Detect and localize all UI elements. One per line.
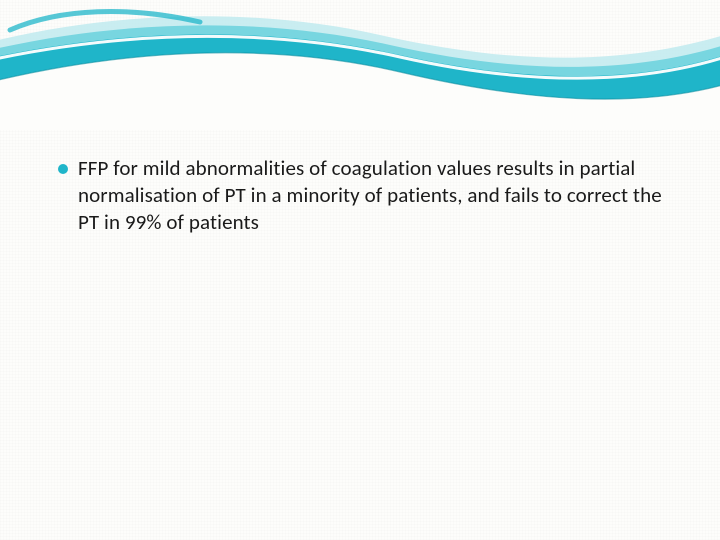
wave-accent-curl xyxy=(10,12,200,30)
bullet-dot-icon xyxy=(58,164,68,174)
content-area: FFP for mild abnormalities of coagulatio… xyxy=(58,155,680,236)
slide: FFP for mild abnormalities of coagulatio… xyxy=(0,0,720,540)
wave-white-crest xyxy=(0,36,720,78)
wave-white-underside xyxy=(0,53,720,130)
wave-band-mid xyxy=(0,25,720,89)
header-wave-decoration xyxy=(0,0,720,120)
wave-lower-outline xyxy=(0,53,720,99)
wave-band-main xyxy=(0,34,720,99)
wave-band-light xyxy=(0,16,720,79)
bullet-item: FFP for mild abnormalities of coagulatio… xyxy=(58,155,680,236)
bullet-text: FFP for mild abnormalities of coagulatio… xyxy=(78,155,680,236)
wave-svg xyxy=(0,0,720,130)
